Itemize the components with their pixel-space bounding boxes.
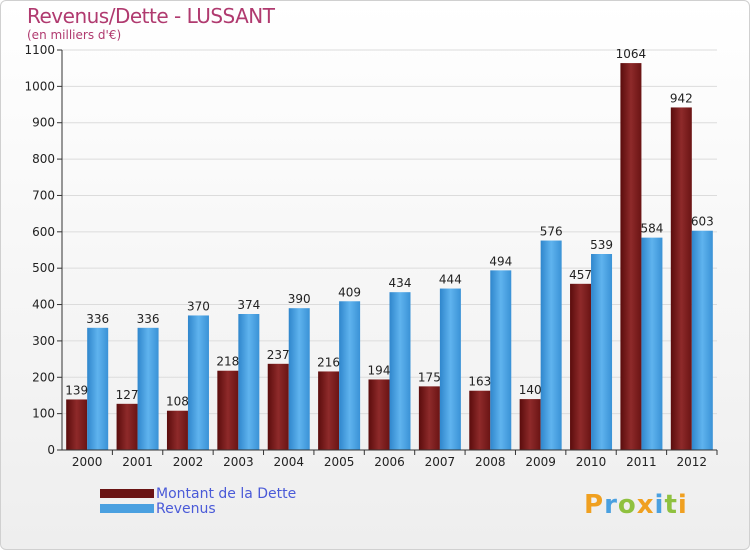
data-label: 237	[267, 348, 290, 362]
bar-debt	[670, 107, 692, 451]
bar-revenus	[238, 314, 260, 450]
x-tick-label: 2009	[525, 455, 556, 469]
bar-debt	[318, 371, 340, 450]
data-labels: 139 336 127 336 108 370 218 374 237 390 216 409 194 4…	[65, 47, 714, 409]
y-tick-label: 600	[32, 225, 55, 239]
data-label: 163	[468, 375, 491, 389]
data-label: 539	[590, 238, 613, 252]
data-label: 457	[569, 268, 592, 282]
bar-revenus	[187, 315, 209, 450]
bar-revenus	[389, 292, 411, 450]
bar-debt	[368, 379, 390, 450]
x-tick-label: 2005	[324, 455, 355, 469]
data-label: 444	[439, 273, 462, 287]
chart-subtitle: (en milliers d'€)	[27, 28, 122, 42]
legend-label-revenus: Revenus	[156, 500, 216, 517]
bar-debt	[418, 386, 440, 450]
x-tick-label: 2006	[374, 455, 405, 469]
axes: 0 100 200 300 400 500 600 700 800 900 1000 1100 2000…	[24, 43, 718, 469]
bar-revenus	[540, 240, 562, 450]
bar-revenus	[137, 327, 159, 450]
x-tick-label: 2007	[425, 455, 456, 469]
bar-debt	[469, 390, 491, 450]
legend-item-revenus: Revenus	[100, 500, 296, 517]
logo-letter: r	[604, 490, 618, 520]
data-label: 1064	[616, 47, 647, 61]
data-label: 584	[640, 222, 663, 236]
data-label: 576	[540, 225, 563, 239]
bar-debt	[66, 399, 88, 450]
x-tick-label: 2003	[223, 455, 254, 469]
bar-revenus	[691, 230, 713, 450]
bar-debt	[116, 403, 138, 450]
y-tick-label: 1000	[24, 79, 55, 93]
data-label: 409	[338, 285, 361, 299]
logo-letter: P	[584, 490, 605, 520]
logo-letter: x	[636, 490, 655, 520]
data-label: 370	[187, 299, 210, 313]
bar-revenus	[641, 237, 663, 450]
logo-letter: i	[654, 490, 665, 520]
x-tick-label: 2002	[173, 455, 204, 469]
data-label: 140	[519, 383, 542, 397]
legend: Montant de la Dette Revenus	[100, 485, 297, 517]
data-label: 139	[65, 383, 88, 397]
legend-swatch-debt	[100, 489, 154, 498]
y-tick-label: 0	[47, 443, 55, 457]
y-tick-label: 700	[32, 188, 55, 202]
y-tick-label: 100	[32, 407, 55, 421]
bar-revenus	[339, 301, 361, 450]
bar-debt	[166, 410, 188, 450]
x-tick-label: 2001	[122, 455, 153, 469]
x-tick-label: 2010	[576, 455, 607, 469]
x-tick-label: 2008	[475, 455, 506, 469]
logo-letter: o	[617, 490, 637, 520]
data-label: 390	[288, 292, 311, 306]
logo-letter: t	[664, 490, 678, 520]
data-label: 216	[317, 355, 340, 369]
data-label: 942	[670, 91, 693, 105]
bar-debt	[570, 283, 592, 450]
data-label: 175	[418, 370, 441, 384]
bars	[66, 63, 713, 451]
y-tick-label: 500	[32, 261, 55, 275]
bar-debt	[620, 63, 642, 450]
x-tick-label: 2011	[626, 455, 657, 469]
y-tick-label: 200	[32, 370, 55, 384]
bar-debt	[217, 370, 239, 450]
bar-revenus	[591, 254, 613, 450]
y-tick-label: 1100	[24, 43, 55, 57]
bar-debt	[267, 363, 289, 450]
data-label: 336	[86, 312, 109, 326]
legend-swatch-revenus	[100, 504, 154, 513]
data-label: 494	[489, 254, 512, 268]
data-label: 434	[389, 276, 412, 290]
bar-revenus	[490, 270, 512, 450]
data-label: 108	[166, 395, 189, 409]
y-tick-label: 400	[32, 298, 55, 312]
legend-item-debt: Montant de la Dette	[100, 485, 297, 502]
bar-revenus	[439, 288, 461, 450]
data-label: 218	[216, 355, 239, 369]
data-label: 603	[691, 215, 714, 229]
x-tick-label: 2004	[273, 455, 304, 469]
logo-letter: i	[677, 490, 688, 520]
data-label: 194	[368, 363, 391, 377]
chart-title: Revenus/Dette - LUSSANT	[27, 4, 275, 28]
proxiti-logo: Proxiti	[584, 490, 688, 520]
data-label: 127	[116, 388, 139, 402]
data-label: 374	[237, 298, 260, 312]
bar-debt	[519, 399, 541, 450]
x-tick-label: 2000	[72, 455, 103, 469]
legend-label-debt: Montant de la Dette	[156, 485, 297, 502]
bar-revenus	[288, 308, 310, 450]
x-tick-label: 2012	[677, 455, 708, 469]
y-tick-label: 900	[32, 116, 55, 130]
data-label: 336	[137, 312, 160, 326]
y-tick-label: 800	[32, 152, 55, 166]
y-tick-label: 300	[32, 334, 55, 348]
bar-revenus	[87, 327, 109, 450]
